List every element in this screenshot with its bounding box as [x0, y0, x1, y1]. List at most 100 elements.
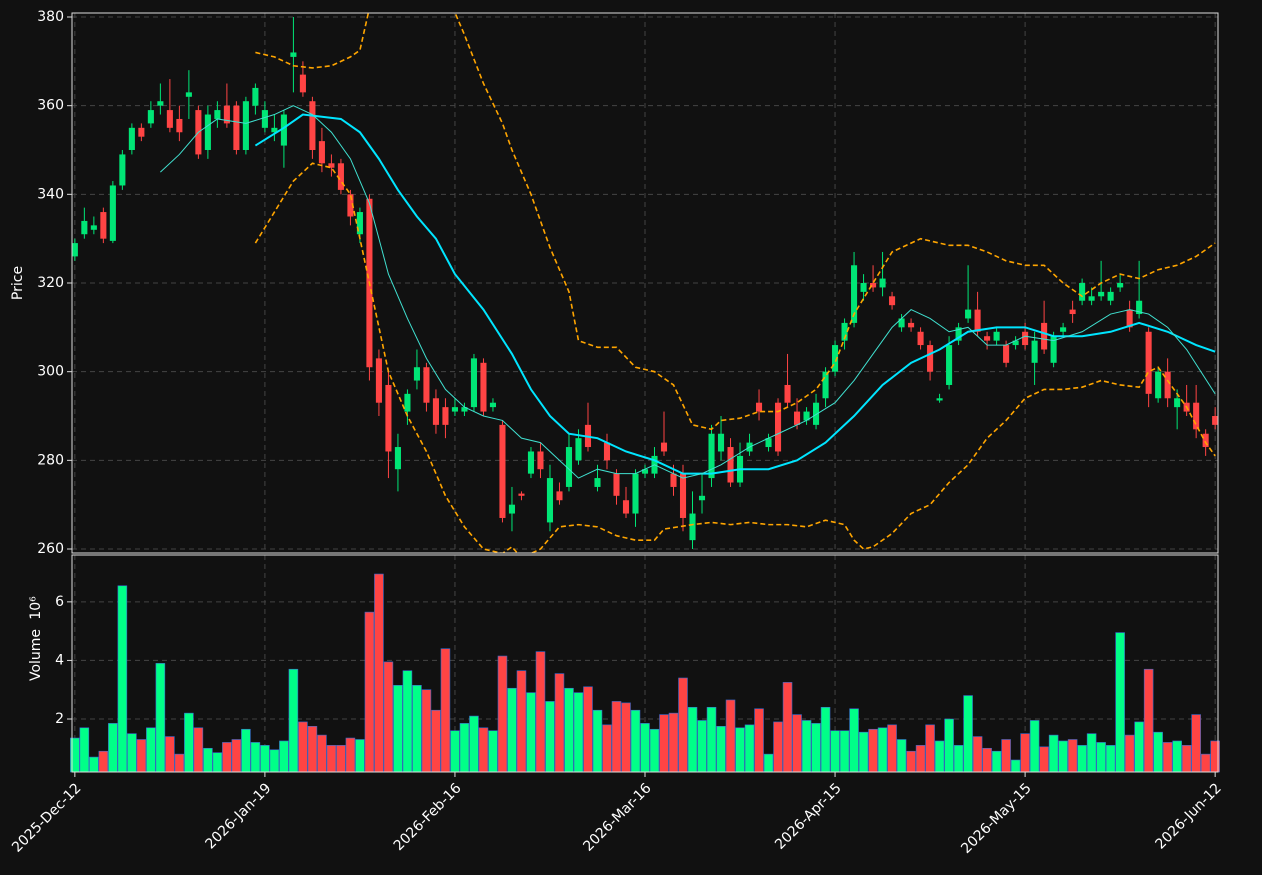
volume-bar [583, 686, 593, 773]
volume-bar [868, 728, 878, 773]
y-tick-label: 380 [37, 9, 64, 25]
y-tick-label: 360 [37, 98, 64, 114]
volume-bar [953, 745, 964, 773]
volume-bar [117, 585, 128, 773]
candle-body [261, 110, 268, 128]
x-tick-label: 2026-Mar-16 [580, 780, 654, 854]
candle-body [499, 424, 506, 518]
volume-bar [687, 706, 698, 773]
volume-bar [174, 753, 185, 773]
candle-body [404, 393, 411, 412]
volume-bar [877, 727, 888, 773]
y2-tick-label: 2 [55, 711, 64, 727]
candle-body [575, 438, 582, 461]
candle-body [698, 495, 706, 501]
volume-bar [89, 756, 99, 773]
candle-body [993, 331, 1000, 341]
volume-bar [222, 742, 232, 773]
y-axis-label: Price [10, 266, 26, 300]
volume-bar [440, 648, 451, 773]
candle-body [537, 451, 544, 470]
x-tick-label: 2025-Dec-12 [9, 780, 84, 855]
volume-bar [592, 709, 603, 773]
volume-bar [611, 701, 622, 773]
volume-bar [450, 730, 460, 773]
volume-bar [193, 727, 204, 773]
candle-body [546, 478, 554, 523]
volume-bar [944, 718, 954, 773]
candle-body [1212, 416, 1218, 425]
volume-bar [640, 723, 650, 773]
candle-body [1041, 322, 1048, 350]
volume-bar [203, 747, 213, 773]
volume-bar [127, 733, 137, 773]
volume-bar [573, 692, 584, 773]
volume-bar [811, 723, 821, 773]
candle-body [717, 433, 725, 452]
candle-body [214, 110, 221, 119]
volume-bar [279, 740, 289, 773]
candle-body [128, 127, 135, 150]
candle-body [223, 105, 230, 124]
candle-body [803, 411, 810, 421]
candle-body [765, 438, 772, 448]
volume-bar [421, 689, 432, 773]
candle-body [1069, 309, 1076, 315]
candle-body [1193, 402, 1200, 430]
candle-body [689, 513, 696, 541]
candle-body [1050, 336, 1057, 363]
volume-bar [1039, 746, 1049, 773]
volume-bar [716, 726, 726, 773]
volume-bar [849, 708, 859, 773]
candle-body [727, 447, 734, 483]
candle-body [965, 309, 972, 319]
volume-bar [288, 668, 299, 773]
y-tick-label: 260 [37, 541, 64, 557]
candle-body [138, 127, 145, 137]
volume-bar [1153, 731, 1163, 773]
volume-bar [706, 706, 717, 773]
volume-bar [915, 745, 926, 773]
volume-bar [887, 724, 897, 773]
volume-bar [972, 736, 983, 773]
volume-bar [934, 740, 945, 773]
candle-body [90, 225, 97, 230]
candle-body [527, 451, 535, 474]
candle-body [670, 473, 677, 487]
candle-body [1003, 345, 1010, 363]
volume-bar [307, 726, 318, 773]
candle-body [100, 212, 107, 239]
volume-bar [554, 673, 565, 773]
candle-body [927, 345, 934, 372]
candle-body [1079, 283, 1086, 301]
candle-body [613, 473, 620, 496]
candle-body [280, 114, 287, 146]
volume-bar [858, 731, 869, 773]
volume-bar [1048, 734, 1059, 773]
y2-exponent: 10⁶ [28, 596, 44, 620]
volume-bar [906, 750, 916, 773]
volume-bar [507, 687, 517, 773]
candle-body [252, 87, 259, 106]
volume-bar [1077, 745, 1087, 773]
volume-bar [782, 682, 793, 773]
volume-bar [146, 727, 156, 773]
volume-frame [71, 554, 1219, 773]
volume-bar [326, 745, 337, 773]
indicator-line [160, 105, 1216, 479]
candle-body [328, 163, 335, 168]
candle-body [185, 92, 192, 97]
volume-bar [79, 727, 90, 773]
candle-body [375, 358, 382, 403]
candle-body [889, 296, 896, 306]
price-plot [72, 13, 1218, 553]
volume-bar [1096, 742, 1106, 773]
candle-body [109, 185, 116, 241]
candle-body [641, 469, 649, 474]
volume-bar [241, 728, 251, 773]
volume-bar [801, 720, 812, 773]
candle-body [242, 101, 249, 150]
volume-bar [355, 739, 365, 773]
volume-bar [668, 712, 679, 773]
volume-bar [1029, 720, 1040, 773]
